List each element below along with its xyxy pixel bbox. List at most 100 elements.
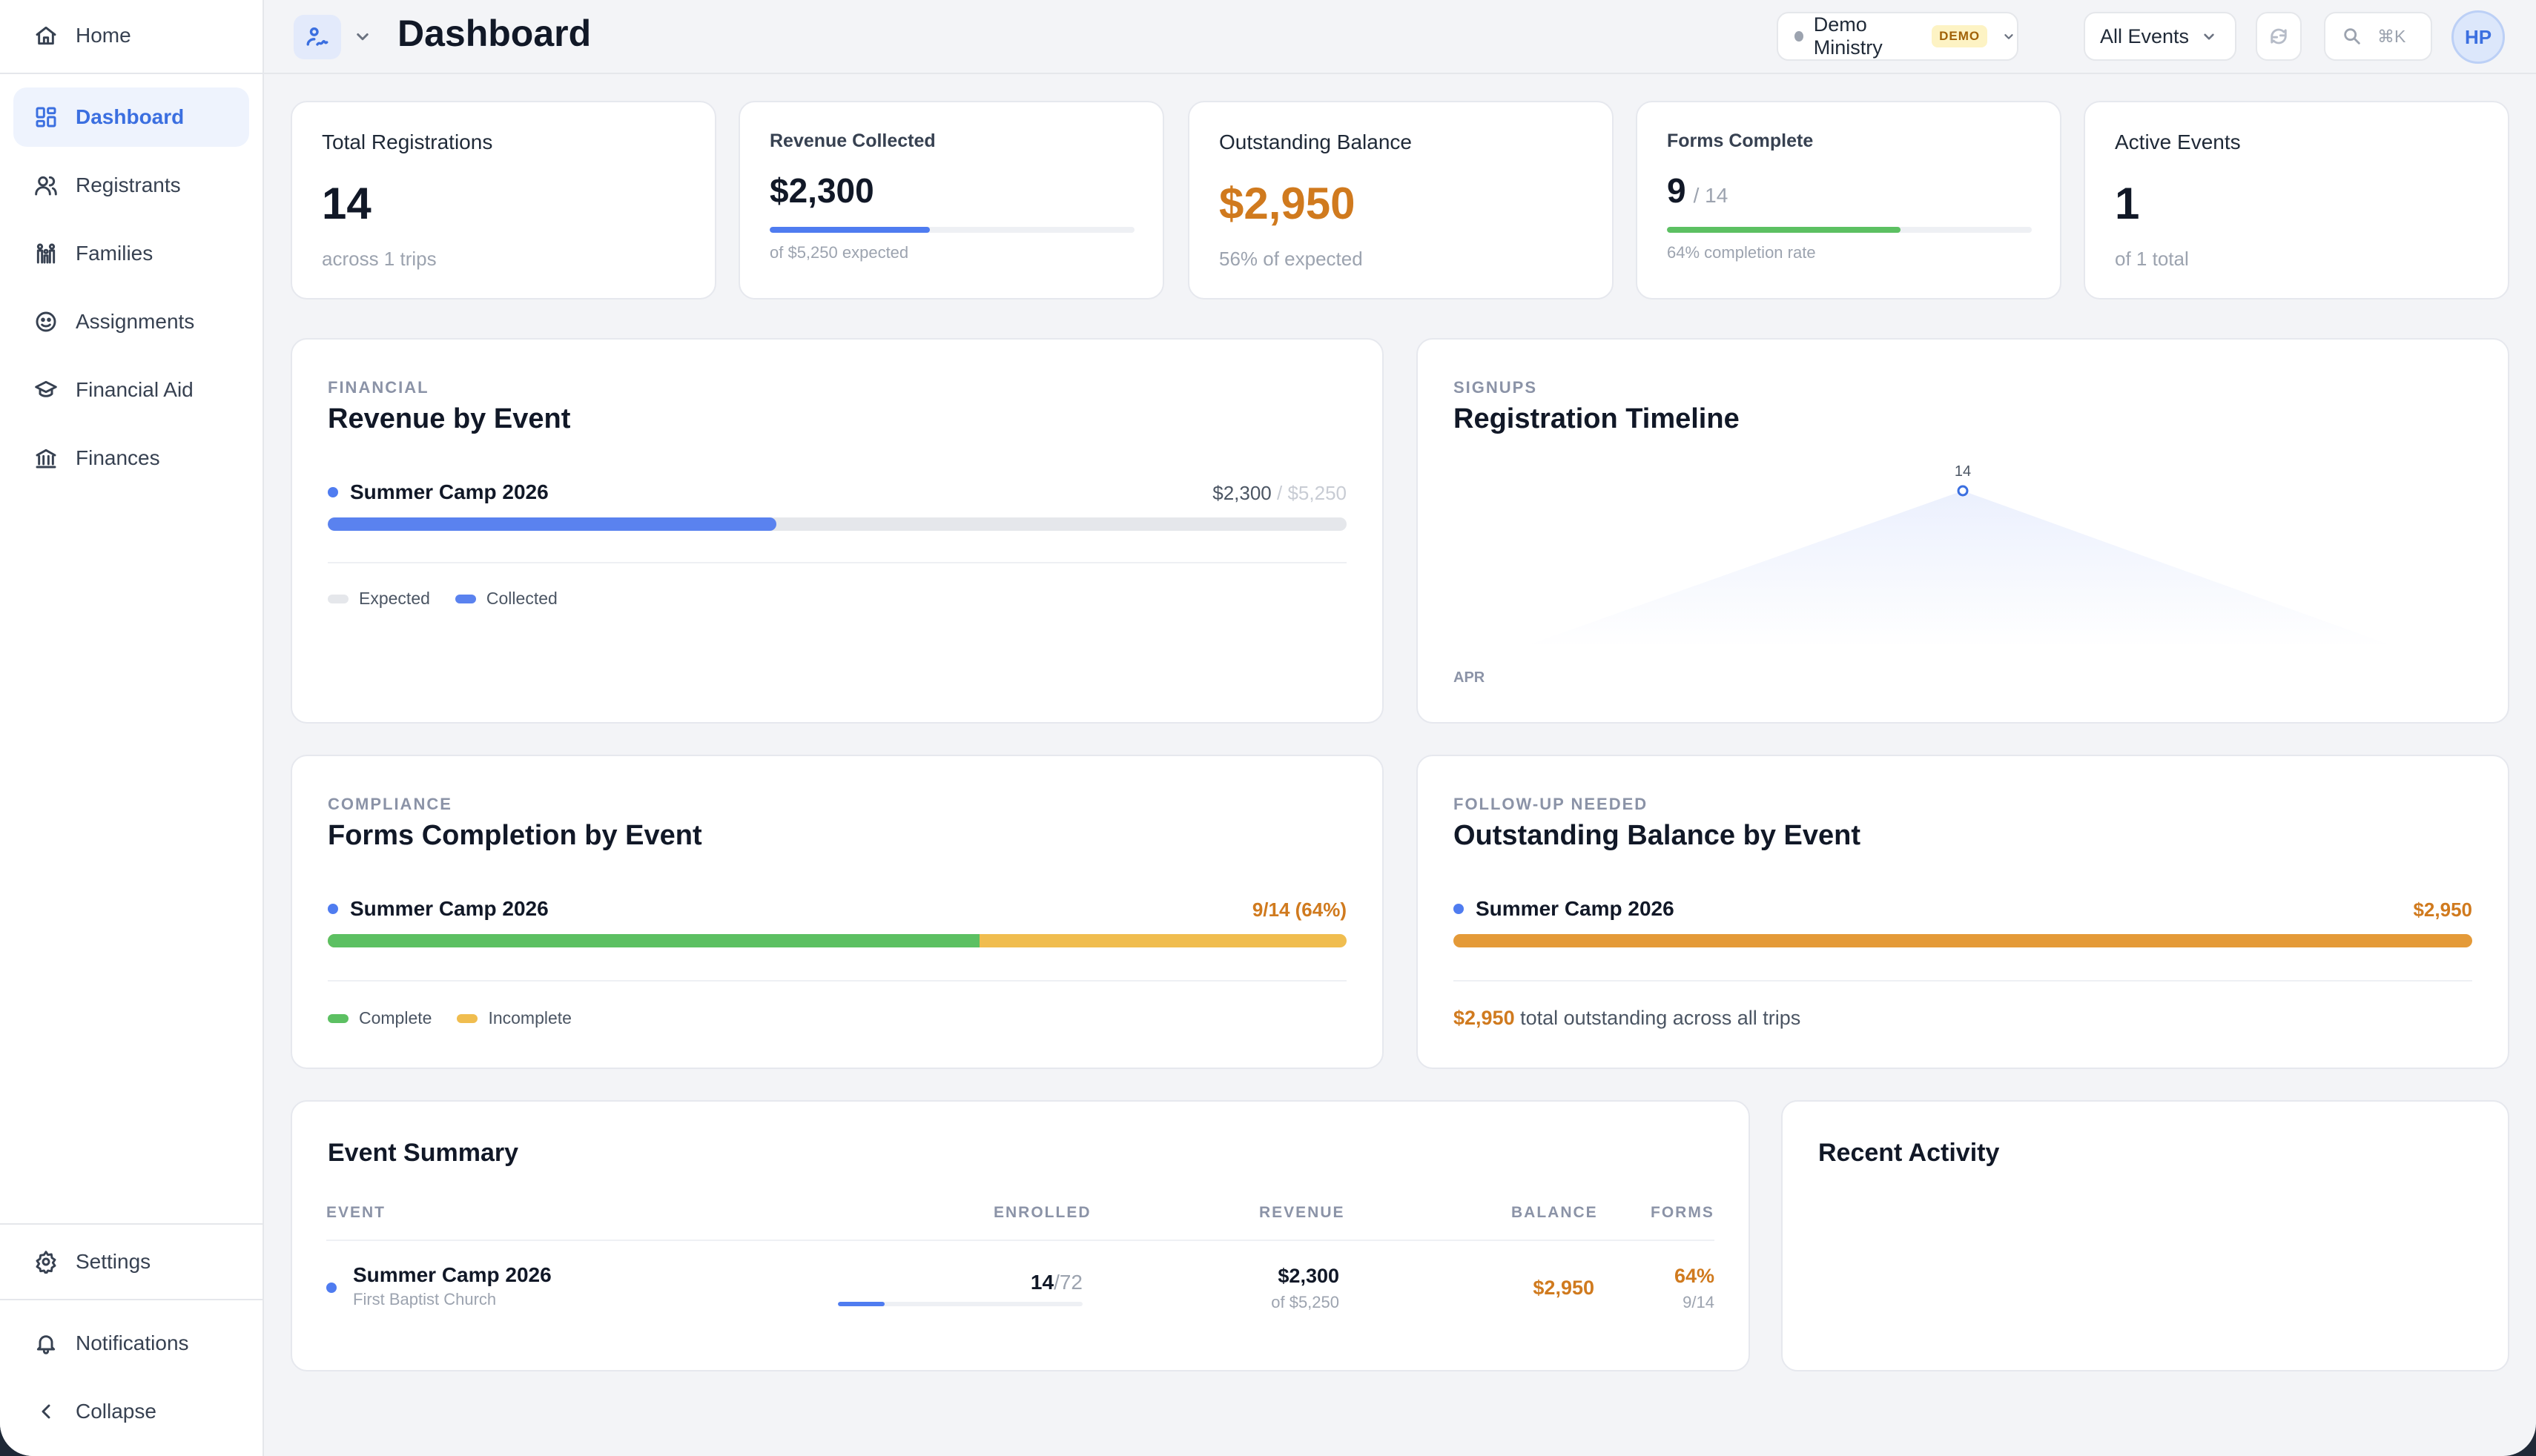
legend-swatch-expected: [328, 594, 349, 603]
sidebar-item-label: Financial Aid: [76, 378, 194, 401]
event-row-name: Summer Camp 2026: [328, 480, 549, 504]
card-eyebrow: COMPLIANCE: [328, 795, 452, 813]
avatar[interactable]: HP: [2451, 10, 2505, 64]
divider: [328, 562, 1347, 563]
card-title: Registration Timeline: [1453, 403, 1740, 434]
sidebar-item-financial-aid[interactable]: Financial Aid: [13, 360, 249, 420]
sidebar-item-settings[interactable]: Settings: [13, 1232, 249, 1291]
stat-card-outstanding-balance: Outstanding Balance $2,950 56% of expect…: [1188, 101, 1614, 300]
home-icon: [33, 22, 59, 49]
legend-swatch-incomplete: [457, 1013, 478, 1023]
revenue-bar-fill: [328, 517, 776, 531]
stat-value: 14: [322, 179, 372, 228]
sidebar-item-label: Families: [76, 242, 153, 265]
stat-sub: of $5,250 expected: [770, 243, 909, 262]
balance-bar: [1453, 934, 2472, 947]
card-title: Revenue by Event: [328, 403, 571, 434]
enrolled-value: 14: [1030, 1271, 1054, 1294]
sidebar-item-finances[interactable]: Finances: [13, 428, 249, 488]
event-row-name: Summer Camp 2026: [328, 897, 549, 921]
event-row-name: Summer Camp 2026: [1453, 897, 1674, 921]
top-header: Dashboard: [264, 0, 2536, 74]
recent-activity-card: Recent Activity: [1781, 1100, 2509, 1371]
enrolled-progress-track: [838, 1302, 1083, 1306]
table-header-event: EVENT: [326, 1204, 386, 1221]
stat-card-active-events: Active Events 1 of 1 total: [2084, 101, 2509, 300]
status-dot: [1794, 31, 1803, 42]
enrolled-cell: 14/72: [838, 1271, 1083, 1294]
gear-icon: [33, 1248, 59, 1275]
event-name: Summer Camp 2026: [350, 480, 549, 503]
expected-value: $5,250: [1287, 482, 1347, 504]
chevron-down-icon[interactable]: [351, 25, 374, 47]
sidebar-item-assignments[interactable]: Assignments: [13, 292, 249, 351]
legend-swatch-complete: [328, 1013, 349, 1023]
family-icon: [33, 240, 59, 267]
sidebar-divider: [0, 73, 264, 74]
stat-label: Outstanding Balance: [1219, 130, 1412, 153]
sidebar-item-label: Finances: [76, 446, 160, 469]
event-name: Summer Camp 2026: [350, 897, 549, 920]
sidebar-item-notifications[interactable]: Notifications: [13, 1314, 249, 1373]
timeline-point[interactable]: [1957, 485, 1969, 497]
smile-icon: [33, 308, 59, 335]
table-header-balance: BALANCE: [1511, 1204, 1598, 1221]
divider: [1453, 980, 2472, 982]
card-eyebrow: FINANCIAL: [328, 378, 429, 397]
balance-value: $2,950: [2413, 899, 2472, 921]
card-title: Recent Activity: [1818, 1139, 2000, 1167]
forms-value: 9/14 (64%): [1252, 899, 1347, 921]
legend-label: Complete: [359, 1008, 432, 1028]
registration-timeline-chart: 14 APR: [1453, 463, 2397, 686]
event-summary-card: Event Summary: [291, 1100, 1750, 1371]
balance-value: $2,950: [1533, 1277, 1594, 1299]
sidebar-divider: [0, 1299, 264, 1300]
card-title: Forms Completion by Event: [328, 820, 702, 851]
chevron-left-icon: [33, 1398, 59, 1425]
stat-label: Active Events: [2115, 130, 2241, 153]
chevron-down-icon: [2004, 34, 2013, 39]
org-switcher[interactable]: Demo Ministry DEMO: [1777, 12, 2018, 61]
balance-total-text: $2,950 total outstanding across all trip…: [1453, 1007, 1800, 1030]
stat-label: Total Registrations: [322, 130, 493, 153]
forms-bar-complete: [328, 934, 980, 947]
card-title: Outstanding Balance by Event: [1453, 820, 1860, 851]
bank-icon: [33, 445, 59, 471]
legend-label: Expected: [359, 589, 430, 608]
app-switcher-button[interactable]: [294, 15, 341, 59]
users-icon: [33, 172, 59, 199]
sidebar-item-families[interactable]: Families: [13, 224, 249, 283]
revenue-value: $2,300: [1278, 1265, 1339, 1287]
search-shortcut: ⌘K: [2377, 26, 2406, 46]
stat-card-forms-complete: Forms Complete 9 / 14 64% completion rat…: [1636, 101, 2061, 300]
bell-icon: [33, 1330, 59, 1357]
forms-progress-track: [1667, 227, 2032, 233]
stat-card-total-registrations: Total Registrations 14 across 1 trips: [291, 101, 716, 300]
refresh-button[interactable]: [2256, 12, 2302, 61]
search-button[interactable]: ⌘K: [2324, 12, 2432, 61]
timeline-x-tick: APR: [1453, 669, 1485, 686]
stat-sub: 64% completion rate: [1667, 243, 1816, 262]
sidebar-item-dashboard[interactable]: Dashboard: [13, 87, 249, 147]
sidebar-item-home[interactable]: Home: [13, 6, 249, 65]
stat-value: 9: [1667, 171, 1686, 210]
forms-legend: Complete Incomplete: [328, 1008, 572, 1028]
event-filter-select[interactable]: All Events: [2084, 12, 2236, 61]
outstanding-balance-card: FOLLOW-UP NEEDED Outstanding Balance by …: [1416, 755, 2509, 1069]
sidebar-item-label: Settings: [76, 1250, 151, 1273]
enrolled-capacity: /72: [1054, 1271, 1083, 1294]
card-title: Event Summary: [328, 1139, 518, 1167]
refresh-icon: [2271, 28, 2287, 44]
signature-icon: [306, 27, 328, 46]
event-dot: [326, 1283, 337, 1293]
collected-value: $2,300: [1212, 482, 1272, 504]
table-header-enrolled: ENROLLED: [994, 1204, 1092, 1221]
stat-value: $2,300: [770, 171, 874, 210]
sidebar-item-registrants[interactable]: Registrants: [13, 156, 249, 215]
stat-sub: 56% of expected: [1219, 248, 1363, 270]
collapse-sidebar-button[interactable]: Collapse: [13, 1382, 249, 1441]
legend-label: Collected: [486, 589, 558, 608]
card-eyebrow: FOLLOW-UP NEEDED: [1453, 795, 1648, 813]
stat-total: / 14: [1693, 184, 1728, 207]
